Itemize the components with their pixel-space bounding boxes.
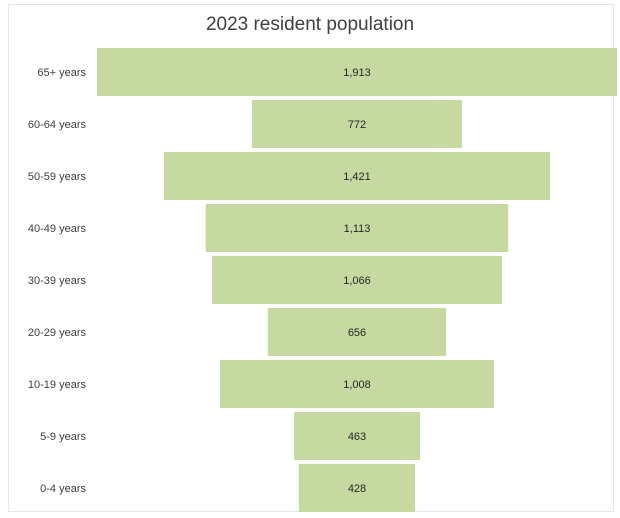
bar-5 <box>267 308 447 356</box>
category-label-1: 60-64 years <box>28 119 87 131</box>
category-label-4: 30-39 years <box>28 275 87 287</box>
data-label-0: 1,913 <box>343 67 371 79</box>
category-label-5: 20-29 years <box>28 327 87 339</box>
category-label-7: 5-9 years <box>40 431 86 443</box>
bar-0 <box>97 48 617 96</box>
bar-3 <box>205 204 509 252</box>
bar-8 <box>298 464 416 512</box>
bar-2 <box>163 152 551 200</box>
category-label-2: 50-59 years <box>28 171 87 183</box>
category-label-6: 10-19 years <box>28 379 87 391</box>
data-label-7: 463 <box>348 431 366 443</box>
data-label-5: 656 <box>348 327 366 339</box>
bar-6 <box>220 360 494 408</box>
category-label-0: 65+ years <box>37 67 86 79</box>
data-label-1: 772 <box>348 119 366 131</box>
data-label-3: 1,113 <box>344 223 371 235</box>
data-label-8: 428 <box>348 483 366 495</box>
category-label-8: 0-4 years <box>40 483 86 495</box>
chart-title: 2023 resident population <box>205 14 415 35</box>
bar-1 <box>252 100 462 148</box>
data-label-2: 1,421 <box>343 171 371 183</box>
data-label-6: 1,008 <box>343 379 371 391</box>
bar-4 <box>212 256 502 304</box>
category-label-3: 40-49 years <box>28 223 87 235</box>
bar-7 <box>294 412 420 460</box>
data-label-4: 1,066 <box>343 275 371 287</box>
